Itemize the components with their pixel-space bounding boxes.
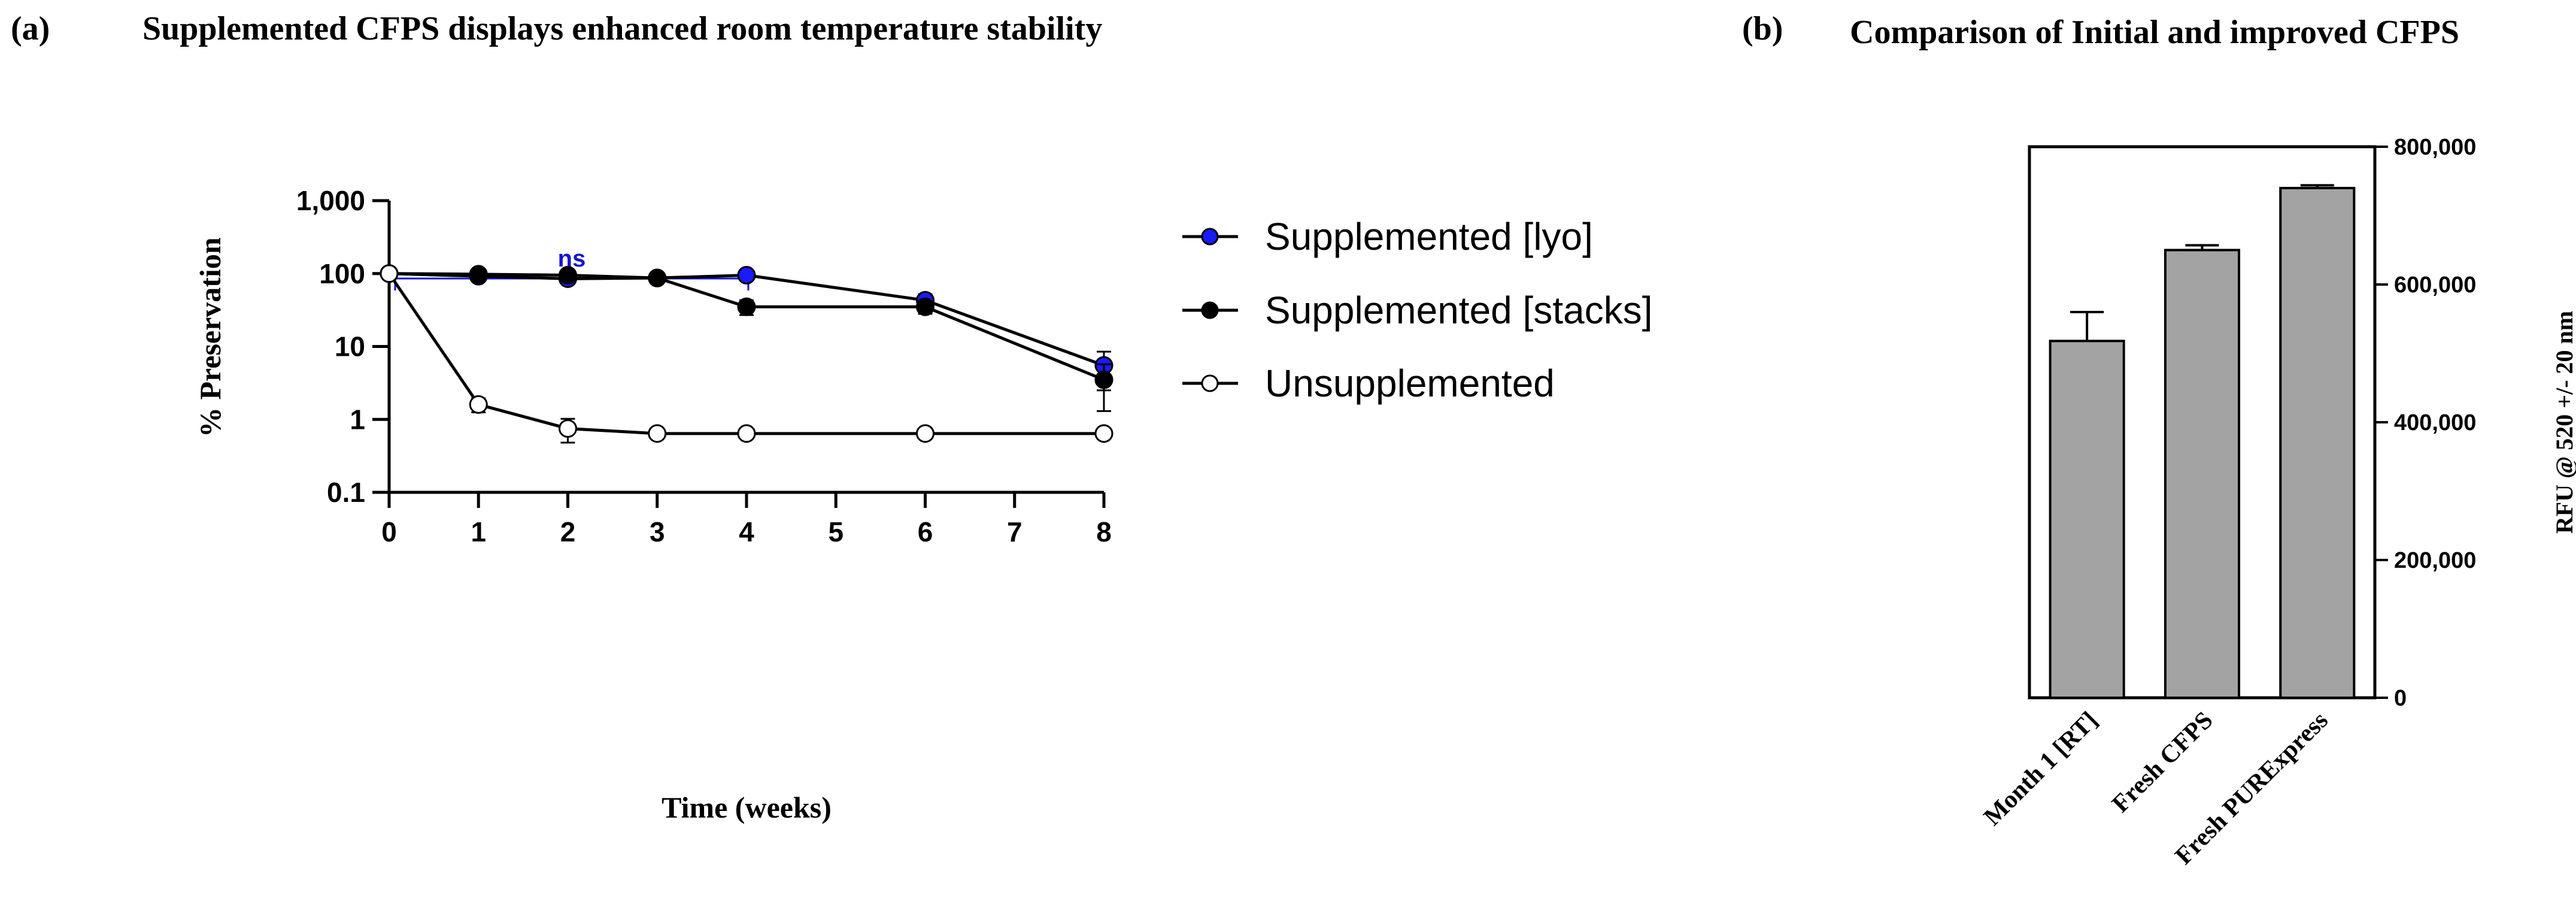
- legend-item-lyo: Supplemented [lyo]: [1182, 215, 1593, 258]
- series-lyo: [380, 264, 1113, 392]
- x-tick-label-a: 3: [650, 516, 665, 547]
- data-point-stacks: [648, 268, 667, 287]
- data-point-unsupplemented: [916, 424, 934, 443]
- panel-b-title: Comparison of Initial and improved CFPS: [1850, 14, 2459, 51]
- series-unsupplemented: [380, 264, 1113, 444]
- panel-a-label: (a): [11, 10, 50, 47]
- legend-label-unsupplemented: Unsupplemented: [1265, 362, 1555, 405]
- y-tick-label-b: 800,000: [2394, 135, 2476, 160]
- y-ticks-b: 0 200,000 400,000 600,000 800,000: [2375, 135, 2476, 711]
- category-label: Fresh CFPS: [2107, 707, 2218, 818]
- legend: Supplemented [lyo] Supplemented [stacks]…: [1182, 215, 1652, 405]
- legend-label-stacks: Supplemented [stacks]: [1265, 289, 1652, 332]
- legend-marker-unsupplemented: [1201, 374, 1219, 392]
- y-tick-label-a: 0.1: [327, 477, 365, 508]
- x-ticks-a: 0 1 2 3 4 5 6 7 8: [381, 492, 1112, 547]
- series-stacks: [380, 264, 1113, 412]
- x-tick-label-a: 8: [1096, 516, 1112, 547]
- data-point-stacks: [916, 297, 934, 316]
- bar: [2164, 249, 2241, 699]
- legend-label-lyo: Supplemented [lyo]: [1265, 215, 1593, 258]
- data-point-stacks: [559, 265, 577, 284]
- y-ticks-a: 0.1 1 10 100 1,000: [296, 185, 389, 508]
- y-tick-label-a: 1,000: [296, 185, 365, 216]
- x-tick-label-a: 2: [560, 516, 576, 547]
- y-tick-label-a: 10: [335, 331, 365, 362]
- legend-marker-stacks: [1201, 301, 1219, 319]
- y-tick-label-a: 100: [319, 258, 365, 289]
- y-tick-label-b: 0: [2394, 686, 2407, 711]
- series-a: [380, 264, 1113, 444]
- category-label: Month 1 [RT]: [1979, 707, 2103, 831]
- x-tick-label-a: 1: [471, 516, 486, 547]
- chart-b: 0 200,000 400,000 600,000 800,000 Month 1 [R…: [1979, 135, 2576, 870]
- data-point-stacks: [469, 265, 488, 284]
- y-tick-label-b: 400,000: [2394, 410, 2476, 435]
- legend-marker-lyo: [1201, 228, 1219, 246]
- y-tick-label-b: 200,000: [2394, 548, 2476, 573]
- x-axis-title-a: Time (weeks): [662, 791, 832, 824]
- x-tick-label-a: 4: [739, 516, 754, 547]
- panel-b-label: (b): [1742, 10, 1783, 47]
- data-point-lyo: [737, 265, 756, 284]
- x-tick-label-a: 5: [828, 516, 844, 547]
- x-tick-label-a: 0: [381, 516, 397, 547]
- bars-b: [2049, 184, 2356, 699]
- data-point-unsupplemented: [559, 419, 577, 438]
- legend-item-stacks: Supplemented [stacks]: [1182, 289, 1652, 332]
- data-point-unsupplemented: [1094, 424, 1113, 443]
- y-axis-title-b: RFU @ 520 +/- 20 nm: [2551, 311, 2576, 534]
- y-tick-label-a: 1: [350, 404, 365, 435]
- legend-item-unsupplemented: Unsupplemented: [1182, 362, 1555, 405]
- bar: [2279, 187, 2356, 699]
- data-point-stacks: [1094, 370, 1113, 389]
- data-point-unsupplemented: [648, 424, 667, 443]
- panel-a-title: Supplemented CFPS displays enhanced room…: [142, 10, 1102, 47]
- data-point-unsupplemented: [469, 395, 488, 414]
- data-point-unsupplemented: [737, 424, 756, 443]
- data-point-unsupplemented: [380, 264, 399, 283]
- series-line-lyo: [389, 272, 1105, 367]
- data-point-stacks: [737, 297, 756, 316]
- x-tick-label-a: 6: [918, 516, 933, 547]
- y-axis-title-a: % Preservation: [193, 237, 227, 437]
- bar: [2049, 340, 2125, 699]
- y-tick-label-b: 600,000: [2394, 273, 2476, 298]
- x-tick-label-a: 7: [1007, 516, 1022, 547]
